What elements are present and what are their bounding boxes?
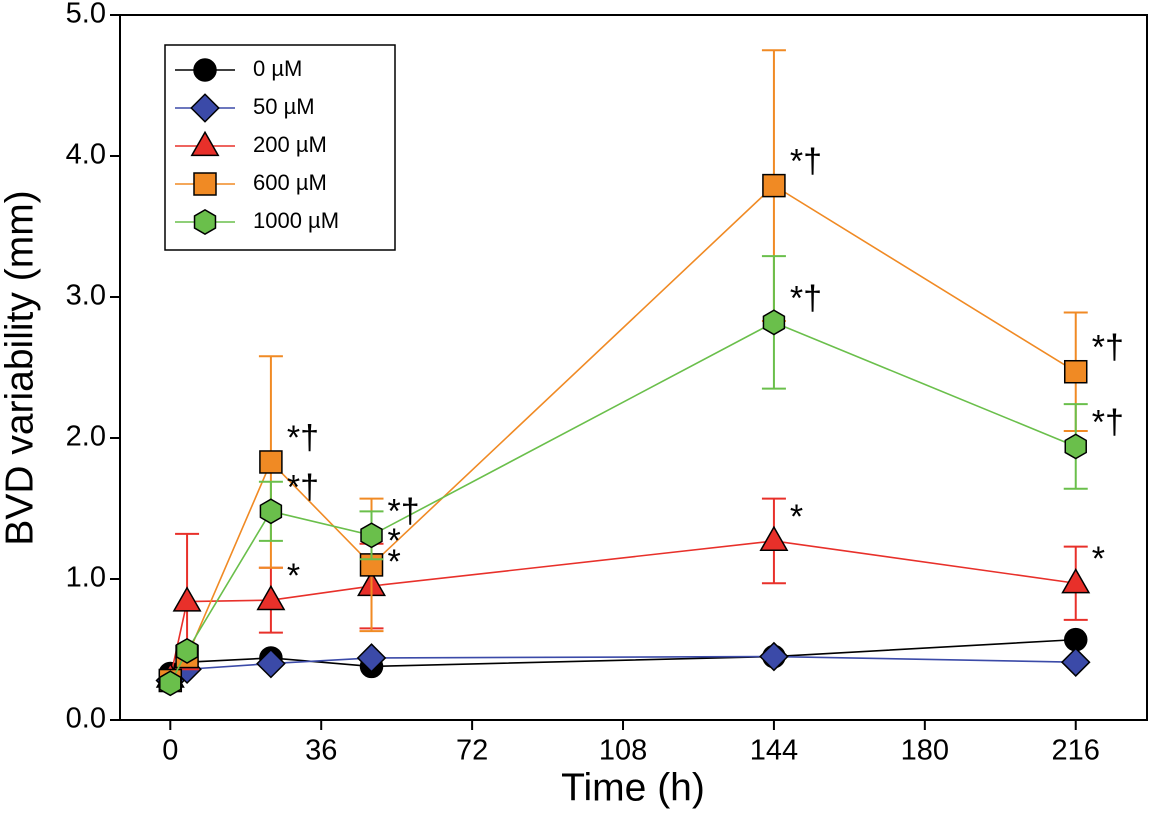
series	[155, 641, 1091, 696]
series: * ***	[155, 497, 1105, 688]
marker	[193, 172, 217, 196]
y-axis-label: BVD variability (mm)	[0, 190, 41, 545]
marker	[190, 93, 220, 123]
x-tick-label: 180	[901, 735, 949, 767]
marker	[193, 209, 217, 235]
y-tick-label: 1.0	[66, 562, 106, 594]
legend-label: 600 µM	[253, 170, 327, 195]
x-tick-label: 72	[456, 735, 488, 767]
annotation: *†	[388, 492, 420, 530]
marker	[159, 670, 182, 697]
marker	[1060, 647, 1091, 678]
annotation: *†	[287, 419, 319, 457]
legend: 0 µM 50 µM 200 µM 600 µM 1000 µM	[164, 44, 396, 251]
legend-label: 1000 µM	[253, 208, 339, 233]
legend-label: 50 µM	[253, 94, 315, 119]
marker	[762, 309, 786, 336]
annotation: *†	[1092, 329, 1124, 367]
marker	[1061, 567, 1091, 594]
annotation: *	[287, 557, 300, 595]
marker	[259, 498, 283, 525]
marker	[259, 450, 283, 474]
marker	[175, 637, 199, 664]
marker	[759, 641, 789, 672]
y-tick-label: 5.0	[66, 0, 106, 30]
annotation: *†	[287, 468, 319, 506]
x-tick-label: 108	[599, 735, 647, 767]
marker	[172, 586, 202, 612]
x-axis-label: Time (h)	[561, 766, 705, 809]
marker	[356, 643, 387, 673]
marker	[762, 173, 786, 198]
annotation: *†	[790, 279, 822, 317]
marker	[759, 525, 789, 552]
series: *† *† *† *†	[159, 255, 1124, 697]
annotation: *	[388, 522, 401, 560]
x-tick-label: 0	[162, 735, 178, 767]
annotation: *	[1092, 540, 1105, 578]
plot-frame	[119, 14, 1148, 721]
marker	[360, 522, 383, 549]
marker	[256, 648, 286, 679]
marker	[256, 584, 286, 611]
x-tick-label: 36	[305, 735, 337, 767]
marker	[190, 130, 220, 157]
x-tick-label: 216	[1052, 735, 1100, 767]
marker	[1063, 359, 1088, 384]
marker	[1063, 627, 1088, 652]
x-tick-label: 144	[750, 735, 798, 767]
y-tick-label: 3.0	[66, 280, 106, 312]
y-tick-label: 2.0	[66, 421, 106, 453]
y-tick-label: 4.0	[66, 139, 106, 171]
series-line	[169, 540, 1076, 678]
marker	[193, 58, 217, 82]
annotation: *†	[1092, 403, 1124, 441]
marker	[1064, 433, 1087, 460]
annotation: *	[790, 498, 803, 536]
legend-label: 200 µM	[253, 132, 327, 157]
annotation: *	[388, 543, 401, 581]
legend-label: 0 µM	[253, 56, 302, 81]
y-tick-label: 0.0	[66, 703, 106, 735]
annotation: *†	[790, 143, 822, 181]
